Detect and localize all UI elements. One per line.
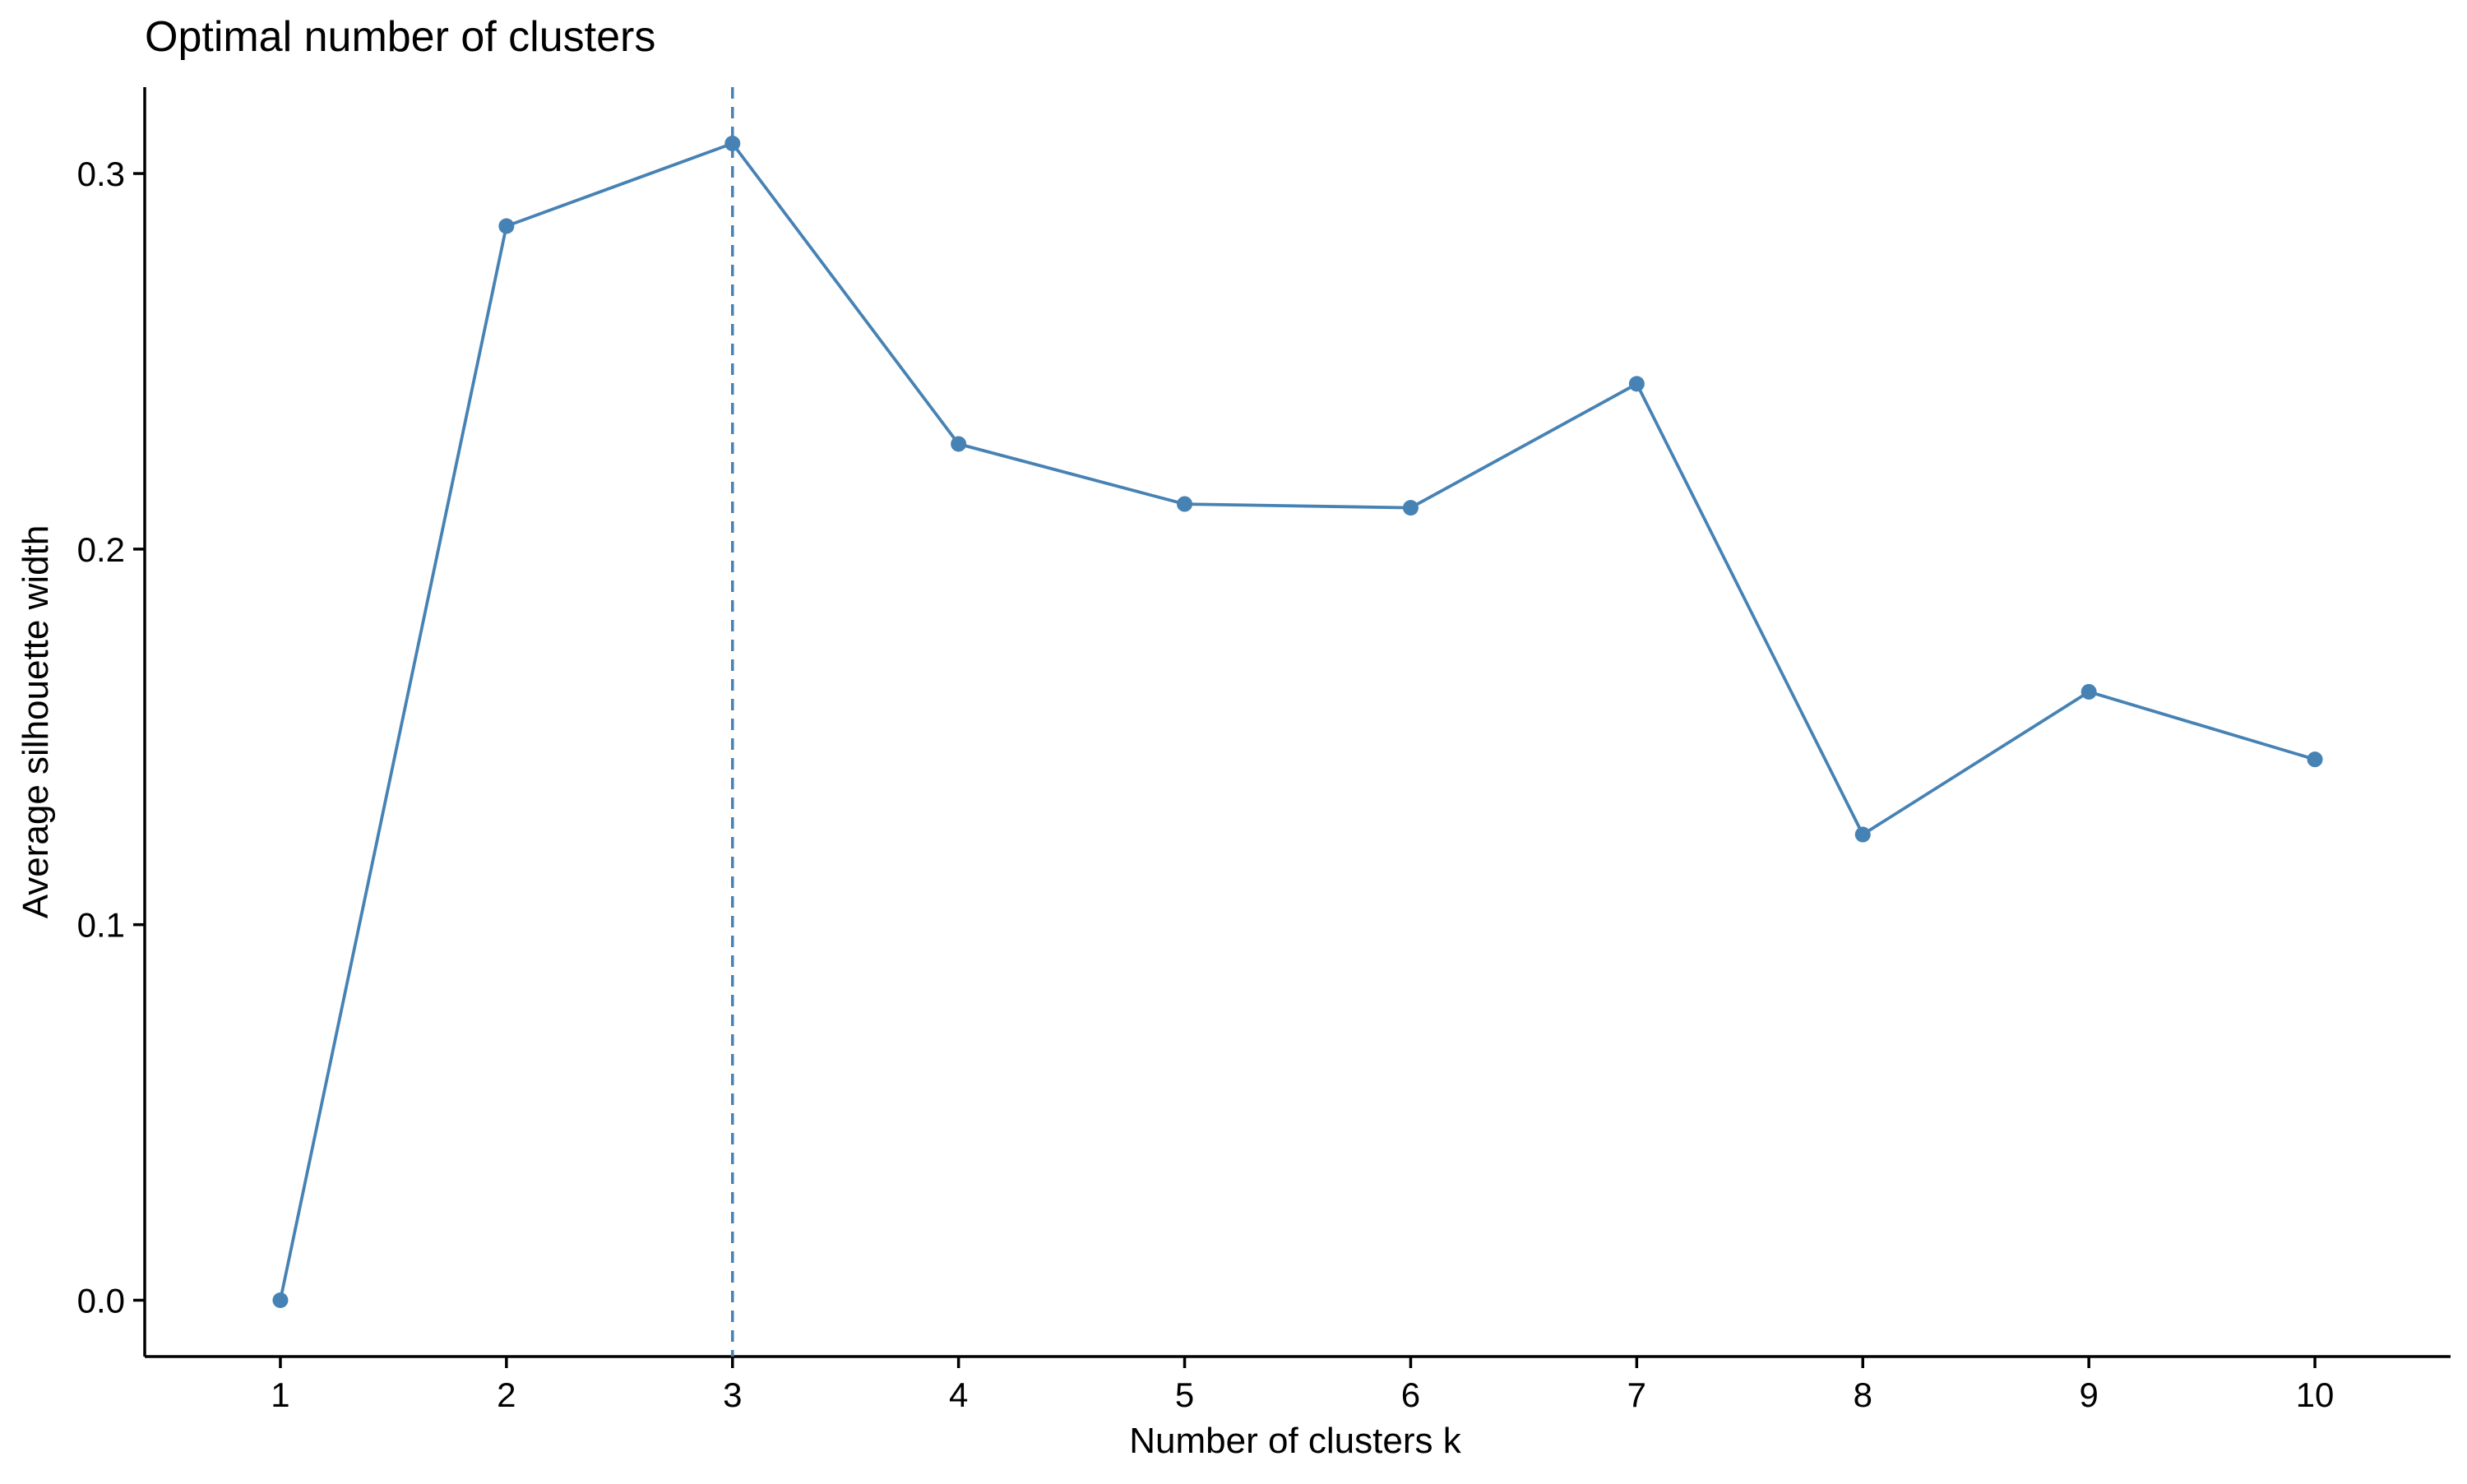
x-tick-label: 10: [2296, 1375, 2335, 1414]
y-tick-label: 0.1: [77, 906, 125, 945]
x-axis-label: Number of clusters k: [1129, 1421, 1461, 1461]
x-tick-label: 6: [1401, 1375, 1420, 1414]
x-tick-label: 5: [1175, 1375, 1194, 1414]
data-point: [1177, 496, 1193, 512]
plot-area: 0.0 0.1 0.2 0.3 1 2 3 4 5 6 7 8 9 10: [77, 87, 2451, 1414]
x-tick-label: 7: [1627, 1375, 1646, 1414]
x-tick-label: 1: [271, 1375, 289, 1414]
data-point: [951, 436, 967, 452]
data-point: [1628, 376, 1645, 392]
data-point: [724, 136, 741, 152]
y-axis-label: Average silhouette width: [16, 525, 56, 919]
series-line: [279, 141, 2316, 1301]
x-tick-label: 8: [1854, 1375, 1872, 1414]
y-tick-label: 0.0: [77, 1281, 125, 1320]
data-point: [2307, 751, 2323, 768]
data-point: [272, 1292, 289, 1308]
data-point: [1854, 826, 1871, 843]
x-tick-label: 9: [2079, 1375, 2098, 1414]
x-tick-label: 2: [497, 1375, 516, 1414]
data-point: [498, 218, 515, 234]
data-point: [1402, 500, 1419, 516]
x-tick-label: 3: [723, 1375, 742, 1414]
chart-title: Optimal number of clusters: [145, 13, 655, 61]
data-point: [2081, 683, 2097, 700]
y-tick-label: 0.3: [77, 155, 125, 193]
y-tick-label: 0.2: [77, 530, 125, 569]
x-tick-label: 4: [949, 1375, 968, 1414]
